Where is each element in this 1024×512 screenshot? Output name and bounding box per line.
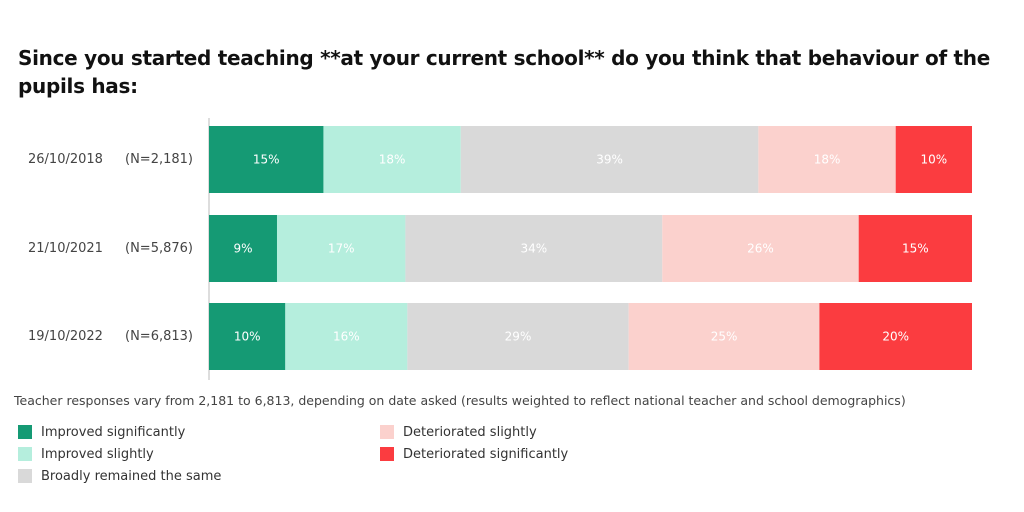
data-label: 15% <box>902 242 929 256</box>
data-label: 10% <box>921 153 948 167</box>
bar-segment <box>460 126 759 193</box>
chart-footnote: Teacher responses vary from 2,181 to 6,8… <box>14 393 906 408</box>
legend-swatch <box>380 425 394 439</box>
bar-segment <box>662 215 859 282</box>
bar-segment <box>209 303 286 370</box>
data-label: 18% <box>814 153 841 167</box>
legend-label: Broadly remained the same <box>41 468 222 484</box>
data-label: 17% <box>328 242 355 256</box>
legend-item-deteriorated-slightly: Deteriorated slightly <box>380 422 537 442</box>
data-label: 16% <box>333 330 360 344</box>
stacked-bar-chart: 26/10/2018 (N=2,181) 15% 18% 39% 18% 10% 21/10/… <box>28 118 972 380</box>
legend-swatch <box>18 447 32 461</box>
bar-segment <box>209 126 324 193</box>
data-label: 15% <box>253 153 280 167</box>
bar-segment <box>819 303 972 370</box>
legend-item-broadly-same: Broadly remained the same <box>18 466 221 486</box>
legend-item-improved-significantly: Improved significantly <box>18 422 185 442</box>
legend-swatch <box>380 447 394 461</box>
legend-label: Deteriorated significantly <box>403 446 569 462</box>
legend-swatch <box>18 425 32 439</box>
bar-segment <box>276 215 406 282</box>
row-sample-size-label: (N=5,876) <box>125 241 193 256</box>
bar-segment <box>407 303 629 370</box>
legend-item-improved-slightly: Improved slightly <box>18 444 154 464</box>
legend-label: Deteriorated slightly <box>403 424 537 440</box>
data-label: 9% <box>233 242 252 256</box>
row-date-label: 26/10/2018 <box>28 152 103 167</box>
bar-segment <box>858 215 972 282</box>
data-label: 10% <box>234 330 261 344</box>
bar-segment <box>323 126 461 193</box>
row-sample-size-label: (N=2,181) <box>125 152 193 167</box>
legend-item-deteriorated-significantly: Deteriorated significantly <box>380 444 568 464</box>
data-label: 29% <box>505 330 532 344</box>
row-date-label: 19/10/2022 <box>28 329 103 344</box>
data-label: 39% <box>596 153 623 167</box>
bar-segment <box>758 126 896 193</box>
bar-segment <box>405 215 663 282</box>
bar-segment <box>895 126 972 193</box>
data-label: 18% <box>379 153 406 167</box>
bar-segment <box>209 215 277 282</box>
data-label: 34% <box>521 242 548 256</box>
bar-segment <box>285 303 408 370</box>
data-label: 26% <box>747 242 774 256</box>
legend-swatch <box>18 469 32 483</box>
bar-segment <box>628 303 820 370</box>
legend-label: Improved significantly <box>41 424 186 440</box>
data-label: 20% <box>882 330 909 344</box>
data-label: 25% <box>711 330 738 344</box>
chart-title: Since you started teaching **at your cur… <box>18 46 990 98</box>
row-sample-size-label: (N=6,813) <box>125 329 193 344</box>
legend-label: Improved slightly <box>41 446 154 462</box>
row-date-label: 21/10/2021 <box>28 241 103 256</box>
